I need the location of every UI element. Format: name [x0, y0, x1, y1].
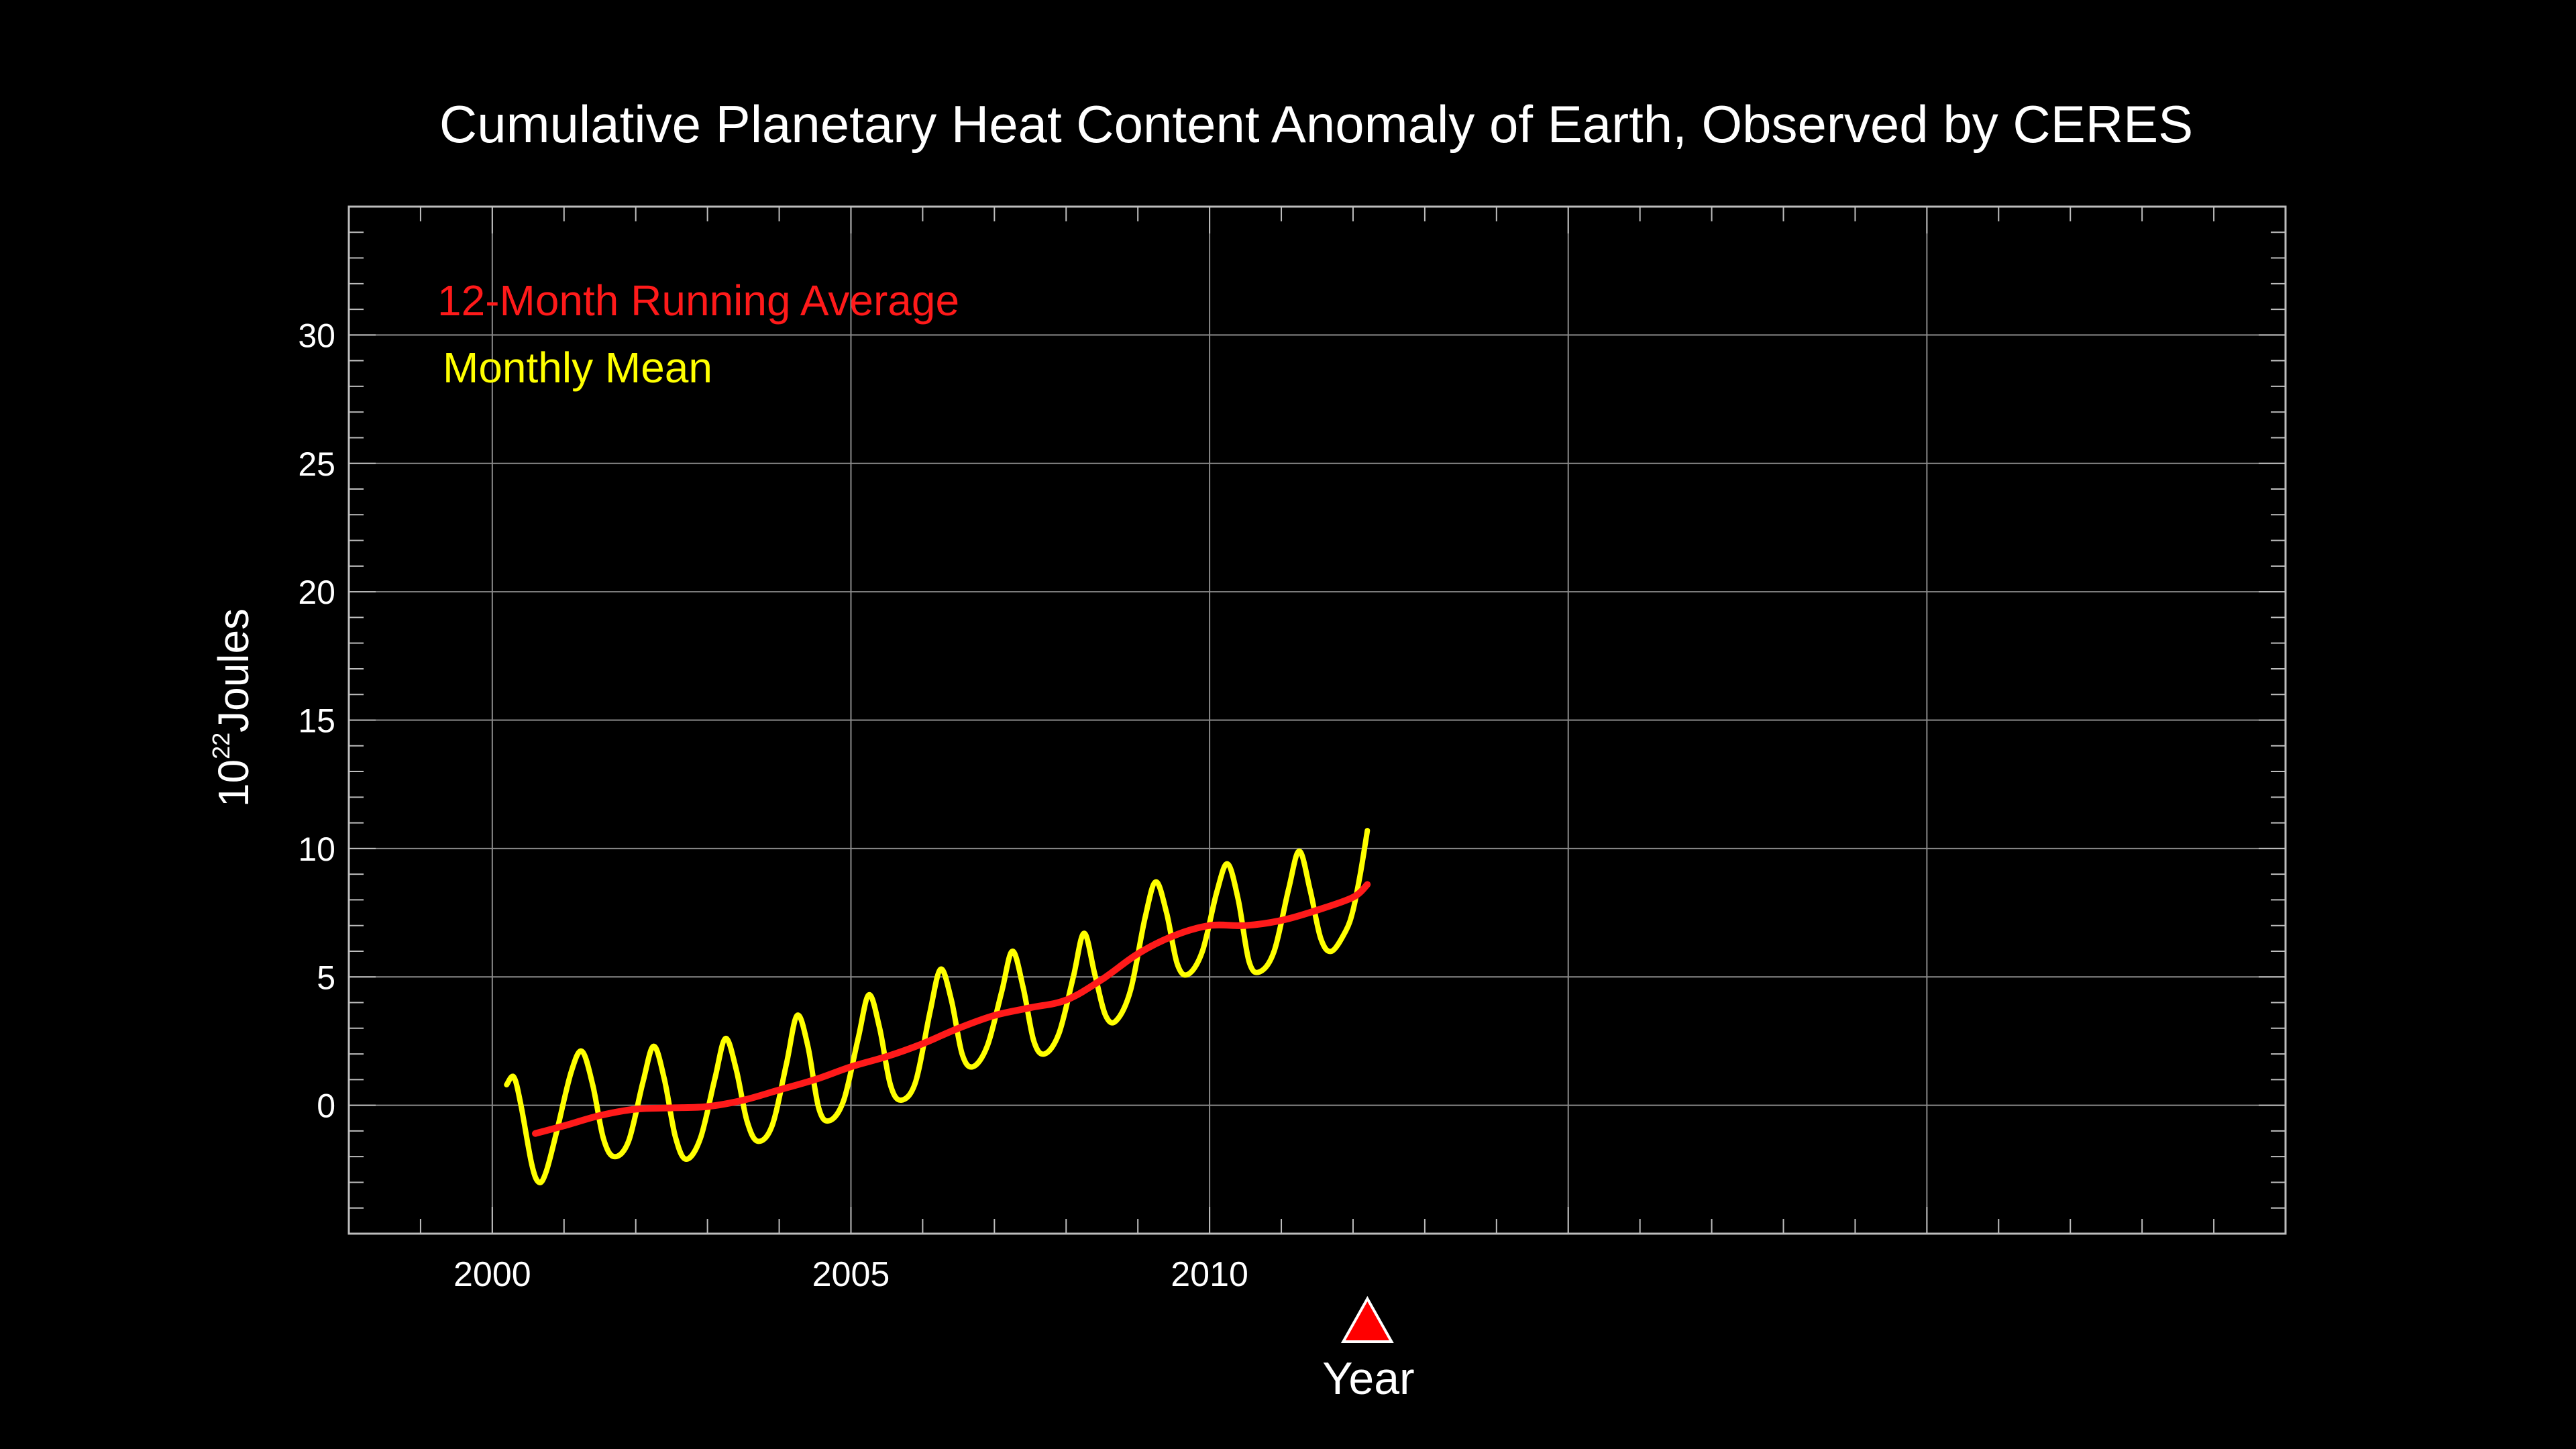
y-tick-label: 5	[317, 959, 335, 996]
x-tick-label: 2010	[1171, 1255, 1248, 1294]
x-axis-label: Year	[1322, 1353, 1414, 1404]
y-tick-label: 15	[298, 702, 335, 740]
chart-title: Cumulative Planetary Heat Content Anomal…	[439, 95, 2193, 154]
series-line-monthly-mean	[504, 828, 1371, 1185]
y-tick-label: 20	[298, 574, 335, 611]
y-tick-label: 10	[298, 830, 335, 868]
legend-entry-running-average: 12-Month Running Average	[437, 276, 959, 325]
minor-ticks	[349, 207, 2286, 1234]
x-tick-label: 2005	[812, 1255, 890, 1294]
current-year-marker-icon	[1340, 1295, 1394, 1343]
y-axis-label-unit: Joules	[209, 608, 258, 733]
x-tick-label: 2000	[453, 1255, 531, 1294]
y-axis-label-exponent: 22	[207, 733, 235, 759]
series-layer	[504, 828, 1371, 1185]
y-tick-labels: 0 5 10 15 20 25 30	[298, 317, 335, 1124]
plot-frame	[347, 205, 2287, 1235]
legend-entry-monthly-mean: Monthly Mean	[443, 343, 712, 392]
y-tick-label: 0	[317, 1087, 335, 1125]
y-tick-label: 25	[298, 445, 335, 483]
x-tick-labels: 2000 2005 2010	[453, 1255, 1248, 1294]
series-line-running-average	[532, 881, 1371, 1137]
y-axis-label: 1022Joules	[207, 608, 258, 807]
y-tick-label: 30	[298, 317, 335, 354]
y-axis-label-base: 10	[209, 759, 258, 807]
legend: 12-Month Running Average Monthly Mean	[437, 276, 959, 392]
